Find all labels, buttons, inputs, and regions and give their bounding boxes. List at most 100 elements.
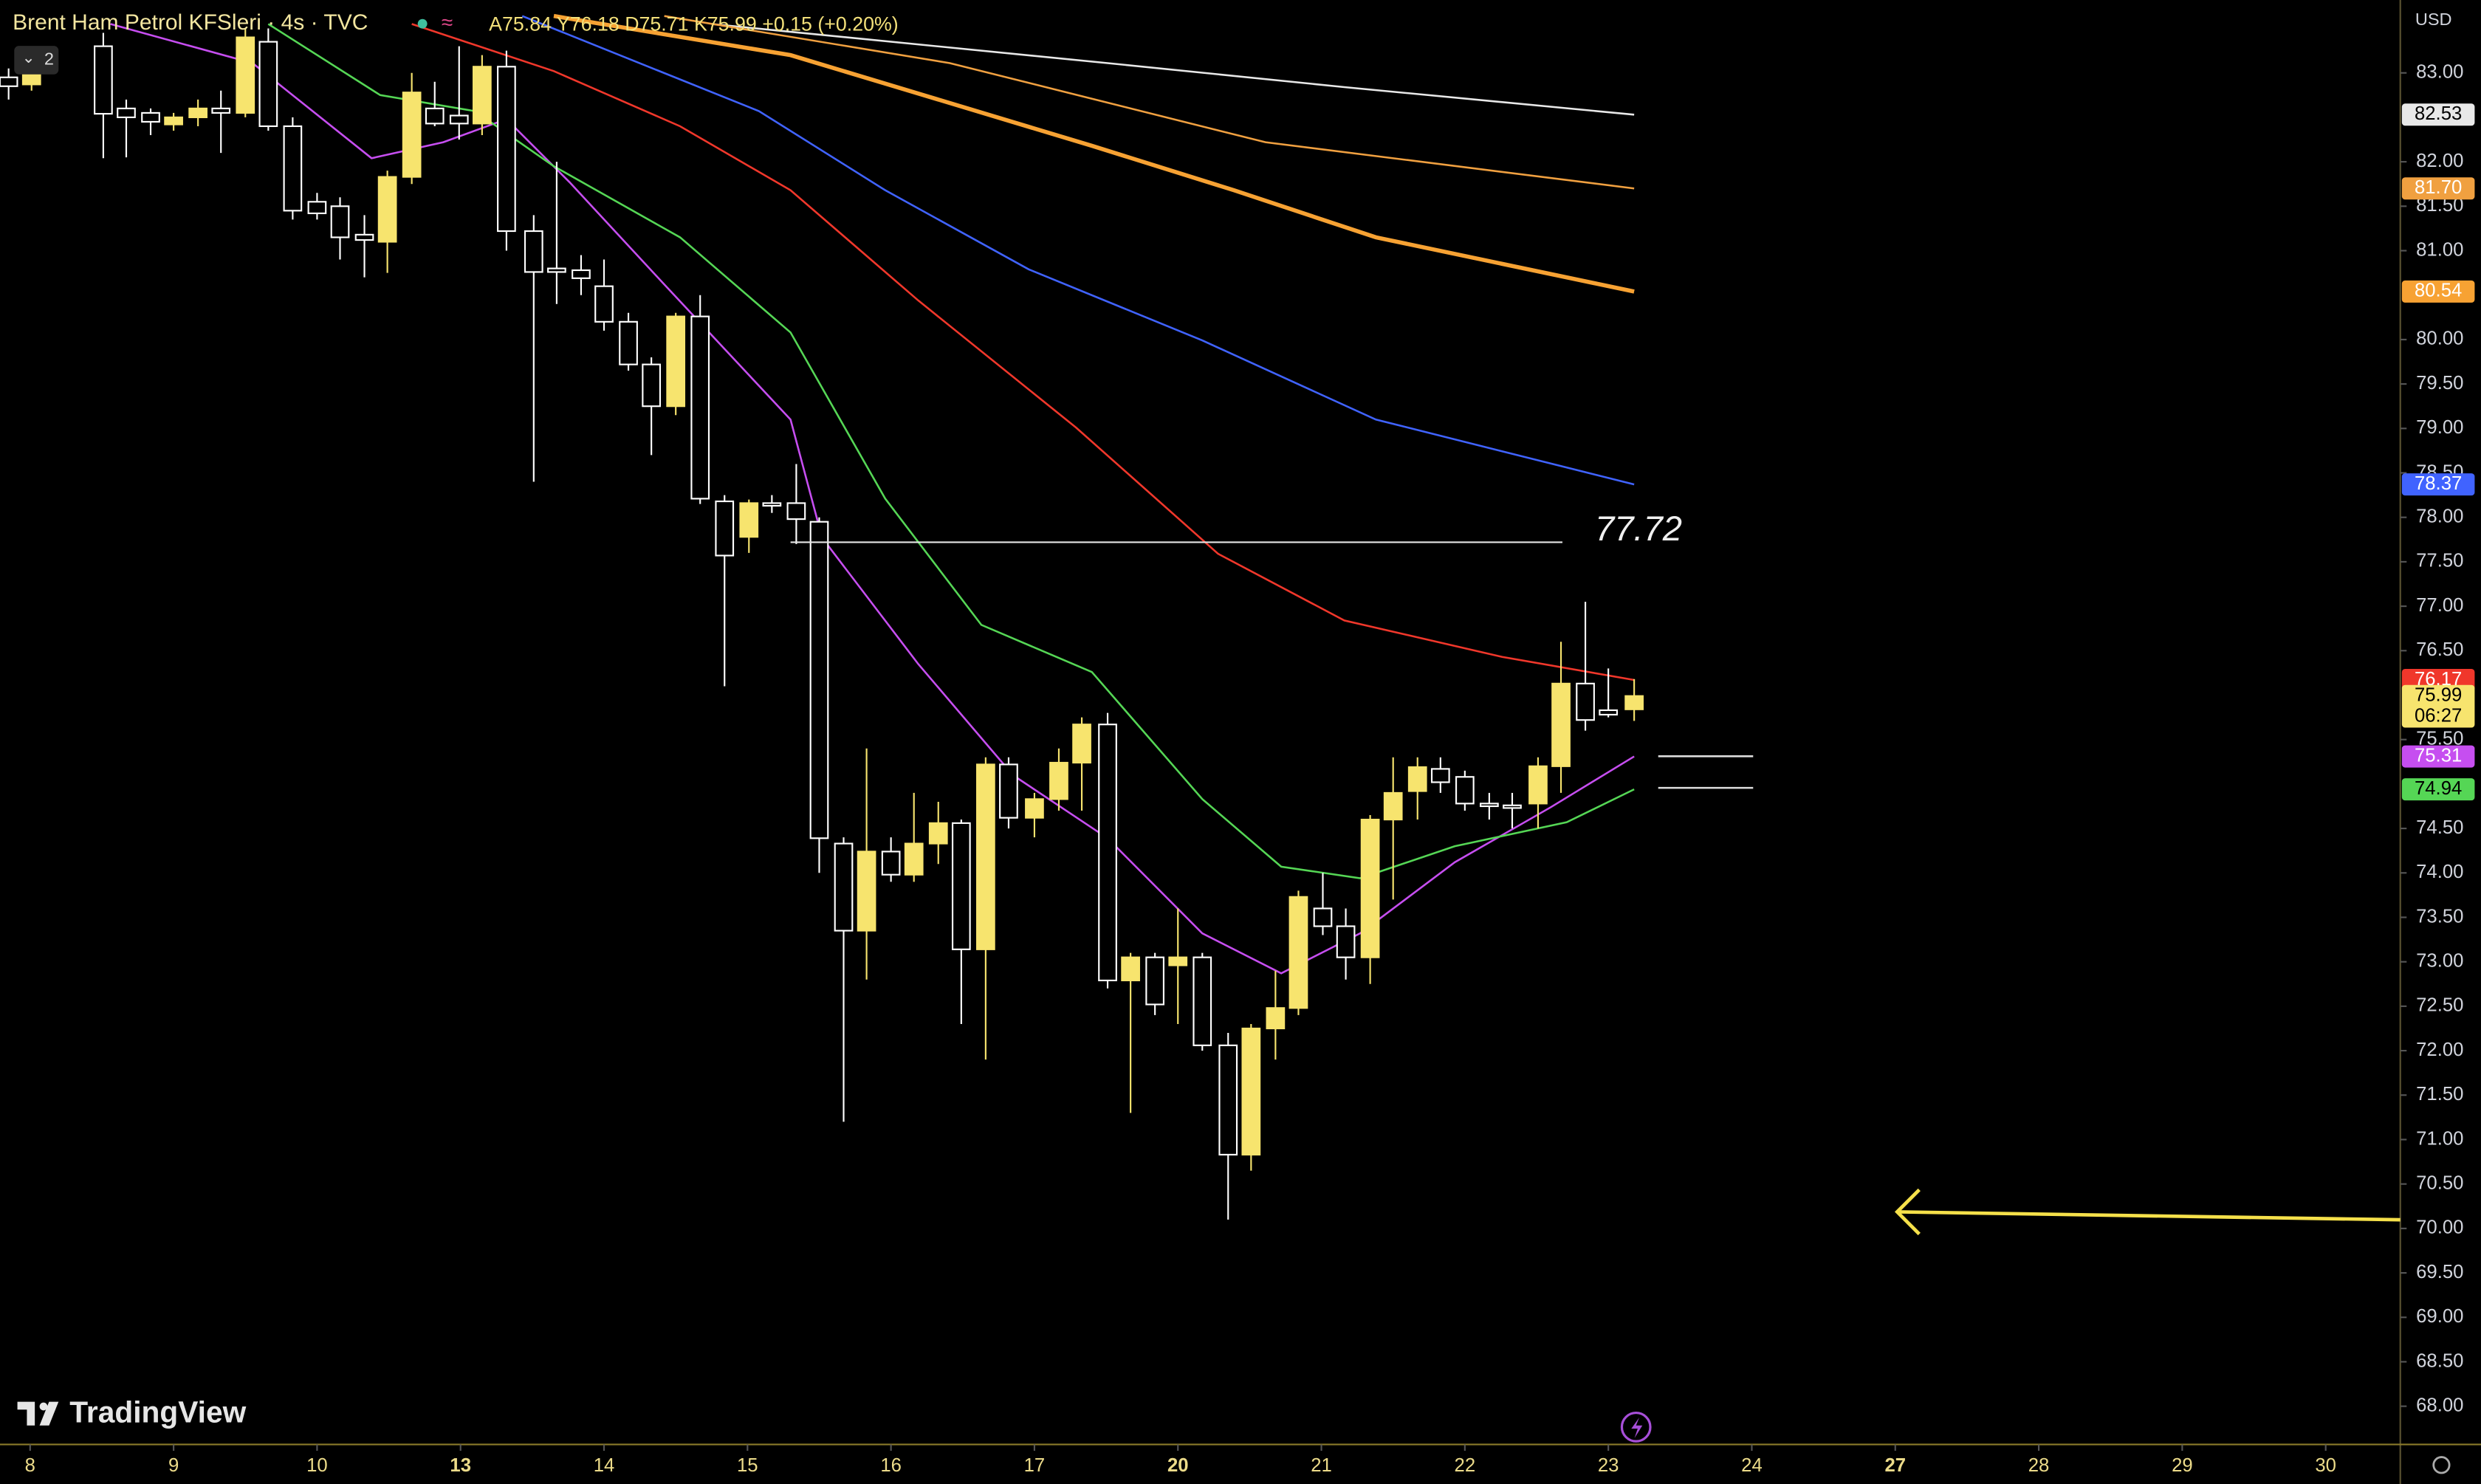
candle-body [881,851,901,876]
candle-body [690,315,710,500]
x-tick-label: 8 [25,1455,35,1476]
candle-body [354,233,374,241]
x-tick-label: 28 [2028,1455,2050,1476]
y-tick-label: 69.50 [2416,1262,2463,1282]
moving-average [521,15,1635,486]
y-tick-label: 68.00 [2416,1395,2463,1415]
y-tick-label: 69.00 [2416,1306,2463,1327]
y-tick-label: 74.50 [2416,817,2463,838]
candle-body [642,363,661,408]
event-bolt [1631,1418,1643,1438]
candle-body [141,111,160,123]
y-tick-label: 73.00 [2416,950,2463,971]
candle-body [1049,761,1068,800]
candle-body [307,201,327,215]
settings-icon[interactable] [2432,1456,2451,1474]
price-tag-label: 78.37 [2415,473,2462,494]
candle-body [1025,798,1044,819]
logo-dot [39,1402,48,1411]
candle-body [330,205,350,238]
candle-body [1168,956,1188,966]
x-tick-label: 30 [2315,1455,2336,1476]
price-tag [2401,103,2475,126]
badge: 2 [44,49,54,69]
price-tag-label: 75.31 [2415,745,2462,766]
candle-body [449,114,469,125]
price-tag-label: 75.99 [2415,684,2462,705]
x-tick-label: 9 [168,1455,179,1476]
watermark-text: TradingView [69,1395,246,1429]
candle-body [402,92,422,178]
candle-body [1576,682,1595,721]
candle-body [1288,896,1308,1009]
candle-body [258,41,278,128]
price-tag [2401,280,2475,303]
arrow-shaft [1898,1210,2401,1222]
candle-body [1551,682,1571,767]
status-icon: ≈ [442,11,453,34]
candle-body [1407,766,1427,792]
y-tick-label: 70.00 [2416,1217,2463,1238]
x-tick-label: 15 [737,1455,758,1476]
y-tick-label: 72.00 [2416,1040,2463,1060]
candle-body [211,107,231,114]
y-tick-label: 73.50 [2416,906,2463,927]
candle-body [762,502,782,507]
candle-body [1121,956,1140,982]
candle-body [904,842,924,876]
candle-body [786,502,806,521]
ohlc-legend: A75.84 Y76.18 D75.71 K75.99 +0.15 (+0.20… [489,13,899,35]
candle-body [1480,803,1499,808]
y-tick-label: 76.50 [2416,639,2463,660]
candle-body [976,763,995,950]
y-tick-label: 81.00 [2416,239,2463,260]
price-tag [2401,684,2475,728]
x-tick-label: 17 [1024,1455,1046,1476]
candle-body [1430,768,1450,783]
collapse-button[interactable] [14,46,59,75]
candle-body [117,107,136,118]
arrow [1894,1188,2401,1236]
y-tick-label: 80.00 [2416,329,2463,349]
countdown: 06:27 [2415,705,2462,726]
candle-body [164,116,183,126]
candle-body [1455,776,1475,805]
candle-body [283,125,303,212]
x-tick-label: 23 [1598,1455,1619,1476]
price-tag [2401,177,2475,200]
price-tag-label: 80.54 [2415,281,2462,301]
currency[interactable]: USD [2415,10,2452,29]
candle-body [236,36,255,114]
moving-average [711,23,1635,116]
price-tag-label: 74.94 [2415,778,2462,799]
x-tick-label: 27 [1884,1455,1906,1476]
candle-body [1336,925,1356,958]
price-tag [2401,778,2475,801]
candle-body [0,76,18,87]
candle-body [1624,695,1644,710]
candle-body [1241,1027,1261,1156]
plot-area [0,13,1644,1220]
event-icon[interactable] [1620,1411,1652,1443]
x-tick-label: 29 [2172,1455,2193,1476]
x-tick-label: 21 [1311,1455,1332,1476]
candle-body [425,107,445,125]
candle-body [1218,1044,1238,1156]
status-dot [417,18,428,29]
candle-body [1145,956,1165,1006]
y-tick-label: 79.00 [2416,417,2463,438]
candle-body [1313,907,1333,927]
candle-body [524,230,543,273]
x-tick-label: 16 [880,1455,902,1476]
price-tag-label: 82.53 [2415,103,2462,124]
candle-body [473,66,492,125]
moving-average [411,23,1635,681]
candle-body [94,45,113,115]
price-tag [2401,745,2475,768]
candle-body [594,285,614,323]
y-tick-label: 70.50 [2416,1172,2463,1193]
candle-body [1383,791,1403,821]
